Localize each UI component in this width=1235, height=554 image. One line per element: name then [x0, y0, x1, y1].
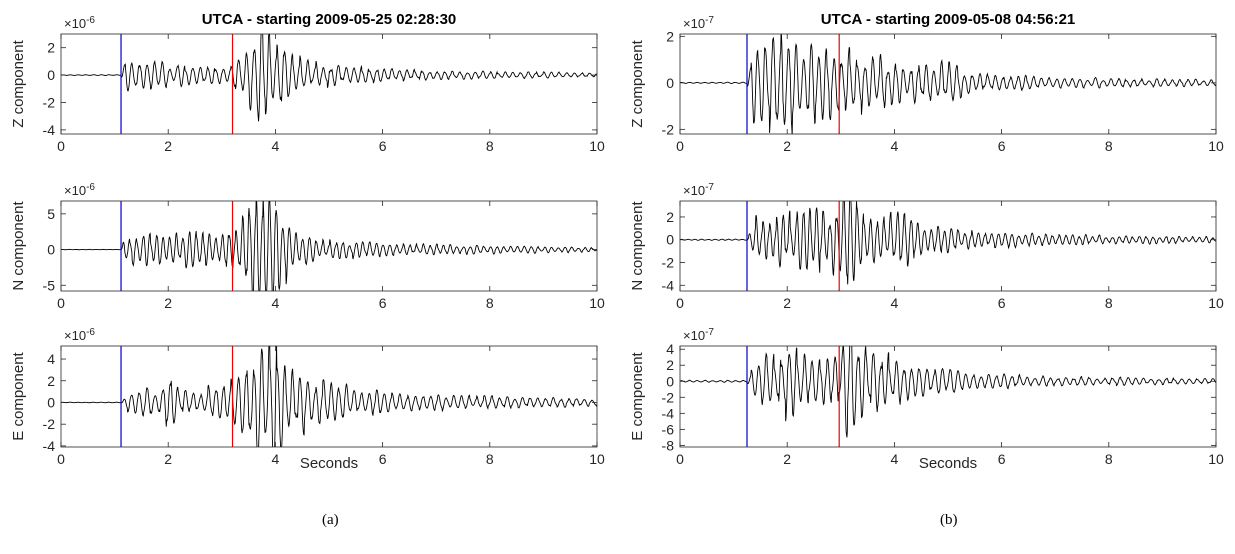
y-tick-label: -2 [662, 389, 675, 405]
trace-e-b [680, 346, 1216, 438]
y-tick-label: -4 [43, 438, 56, 454]
subplot-b-1: 0 2 4 6 8 10-202×10-7Z component [629, 15, 1224, 154]
y-tick-label: 0 [47, 394, 55, 410]
y-exponent-label: ×10-6 [64, 182, 95, 198]
y-tick-label: -4 [662, 277, 675, 293]
x-tick-label: 4 [272, 451, 280, 467]
axes-box [60, 200, 598, 292]
chart-title-a: UTCA - starting 2009-05-25 02:28:30 [202, 11, 457, 28]
y-tick-label: 2 [666, 357, 674, 373]
x-tick-label: 0 [57, 451, 65, 467]
y-exponent-label: ×10-6 [64, 15, 95, 31]
axes-box [679, 200, 1217, 292]
x-tick-label: 8 [486, 451, 494, 467]
x-tick-label: 8 [1105, 451, 1113, 467]
x-tick-label: 8 [1105, 295, 1113, 311]
x-axis-label-a: Seconds [300, 455, 358, 472]
axes-box [60, 33, 598, 135]
x-tick-label: 2 [164, 451, 172, 467]
y-tick-label: -4 [43, 122, 56, 138]
x-tick-label: 10 [1208, 138, 1224, 154]
x-tick-label: 6 [998, 138, 1006, 154]
x-tick-label: 4 [891, 138, 899, 154]
x-tick-label: 0 [57, 295, 65, 311]
y-exponent-label: ×10-7 [683, 327, 714, 343]
x-tick-label: 10 [1208, 451, 1224, 467]
y-tick-label: 2 [666, 28, 674, 44]
y-axis-label: Z component [10, 39, 27, 127]
x-tick-label: 8 [1105, 138, 1113, 154]
x-tick-label: 6 [379, 451, 387, 467]
y-axis-label: N component [10, 201, 27, 291]
y-exponent-label: ×10-7 [683, 15, 714, 31]
y-tick-label: -6 [662, 421, 675, 437]
y-tick-label: -8 [662, 437, 675, 453]
x-tick-label: 2 [164, 138, 172, 154]
y-exponent-label: ×10-6 [64, 327, 95, 343]
x-tick-label: 10 [1208, 295, 1224, 311]
x-tick-label: 10 [589, 451, 605, 467]
y-tick-label: 2 [47, 373, 55, 389]
y-tick-label: 4 [666, 341, 674, 357]
y-tick-label: 0 [47, 242, 55, 258]
y-tick-label: -4 [662, 405, 675, 421]
x-tick-label: 2 [783, 295, 791, 311]
y-axis-label: Z component [629, 39, 646, 127]
trace-z-b [680, 34, 1216, 134]
y-tick-label: 0 [666, 75, 674, 91]
x-tick-label: 0 [676, 138, 684, 154]
caption-a: (a) [322, 512, 339, 528]
y-tick-label: -2 [43, 94, 56, 110]
x-tick-label: 0 [57, 138, 65, 154]
subplot-a-3: 0 2 4 6 8 10 -4 -2 0 2 4 ×10-6 E component [10, 327, 605, 467]
x-tick-label: 10 [589, 295, 605, 311]
subplot-a-1: 0 2 4 6 8 10 -4 -2 0 2 ×10-6 Z component [10, 15, 605, 154]
x-tick-label: 2 [783, 138, 791, 154]
subplot-a-2: 0 2 4 6 8 10-505×10-6N component [10, 182, 605, 311]
y-tick-label: 2 [47, 40, 55, 56]
subplot-b-2: 0 2 4 6 8 10 -4 -2 0 2 ×10-7 N component [629, 182, 1224, 311]
x-tick-label: 6 [379, 295, 387, 311]
y-tick-label: -2 [662, 255, 675, 271]
x-tick-label: 6 [379, 138, 387, 154]
y-tick-label: 2 [666, 209, 674, 225]
x-tick-label: 8 [486, 138, 494, 154]
x-tick-label: 2 [783, 451, 791, 467]
x-axis-label-b: Seconds [919, 455, 977, 472]
trace-e-a [61, 346, 597, 447]
x-tick-label: 4 [272, 138, 280, 154]
x-tick-label: 8 [486, 295, 494, 311]
y-tick-label: 0 [666, 373, 674, 389]
x-tick-label: 10 [589, 138, 605, 154]
axes-box [679, 33, 1217, 135]
y-tick-label: -2 [662, 121, 675, 137]
x-tick-label: 4 [272, 295, 280, 311]
x-tick-label: 6 [998, 295, 1006, 311]
trace-n-b [680, 201, 1216, 285]
y-tick-label: 0 [47, 67, 55, 83]
y-axis-label: N component [629, 201, 646, 291]
x-tick-label: 2 [164, 295, 172, 311]
axes-box [60, 345, 598, 448]
y-tick-label: -5 [43, 277, 56, 293]
axes-box [679, 345, 1217, 448]
y-exponent-label: ×10-7 [683, 182, 714, 198]
x-tick-label: 0 [676, 295, 684, 311]
y-tick-label: 0 [666, 232, 674, 248]
chart-title-b: UTCA - starting 2009-05-08 04:56:21 [821, 11, 1076, 28]
trace-n-a [61, 201, 597, 291]
y-tick-label: -2 [43, 416, 56, 432]
caption-b: (b) [940, 512, 958, 528]
x-tick-label: 4 [891, 295, 899, 311]
y-tick-label: 5 [47, 206, 55, 222]
trace-z-a [61, 34, 597, 122]
x-tick-label: 4 [891, 451, 899, 467]
y-tick-label: 4 [47, 351, 55, 367]
y-axis-label: E component [629, 351, 646, 440]
y-axis-label: E component [10, 351, 27, 440]
x-tick-label: 0 [676, 451, 684, 467]
x-tick-label: 6 [998, 451, 1006, 467]
